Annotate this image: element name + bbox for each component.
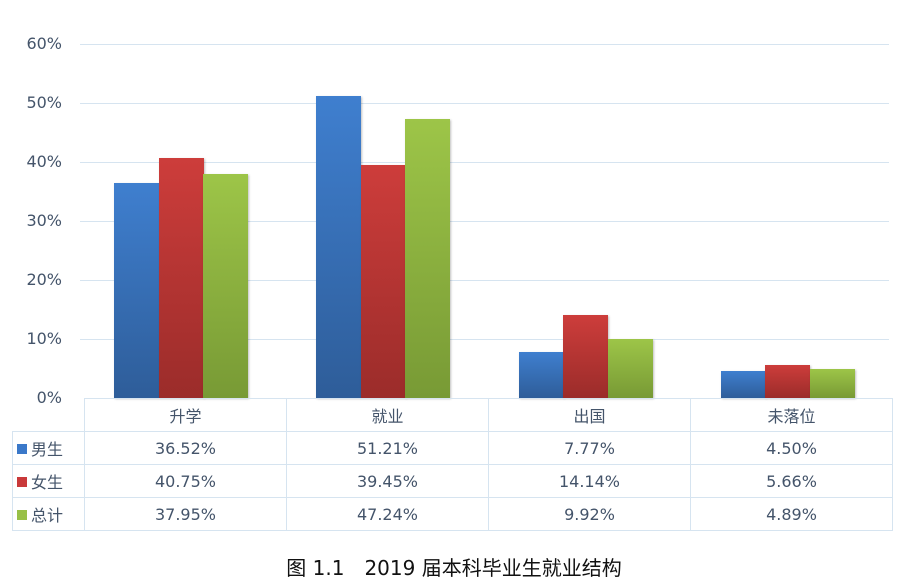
y-tick-label: 10%: [26, 329, 62, 348]
gridline: [80, 280, 889, 281]
gridline: [80, 44, 889, 45]
table-cell: 47.24%: [286, 497, 489, 531]
table-row-female: 女生 40.75% 39.45% 14.14% 5.66%: [12, 464, 893, 498]
gridline: [80, 103, 889, 104]
bar: [114, 183, 159, 398]
y-tick-label: 30%: [26, 211, 62, 230]
series-label: 女生: [31, 473, 64, 492]
bar: [608, 339, 653, 398]
table-row-male: 男生 36.52% 51.21% 7.77% 4.50%: [12, 431, 893, 465]
legend-swatch-total: [17, 510, 27, 520]
table-cell: 14.14%: [488, 464, 691, 498]
bar: [563, 315, 608, 398]
y-tick-label: 20%: [26, 270, 62, 289]
table-cell: 40.75%: [84, 464, 287, 498]
table-cell: 4.89%: [690, 497, 893, 531]
series-label: 总计: [31, 506, 64, 525]
category-header-row: 升学 就业 出国 未落位: [12, 398, 893, 432]
category-label: 就业: [286, 398, 489, 432]
bar: [721, 371, 766, 398]
table-row-total: 总计 37.95% 47.24% 9.92% 4.89%: [12, 497, 893, 531]
legend-swatch-female: [17, 477, 27, 487]
bar: [361, 165, 406, 398]
gridline: [80, 162, 889, 163]
table-cell: 9.92%: [488, 497, 691, 531]
category-label: 升学: [84, 398, 287, 432]
table-cell: 39.45%: [286, 464, 489, 498]
table-cell: 36.52%: [84, 431, 287, 465]
bar: [765, 365, 810, 398]
gridline: [80, 339, 889, 340]
table-cell: 37.95%: [84, 497, 287, 531]
series-label: 男生: [31, 440, 64, 459]
figure-caption: 图 1.1 2019 届本科毕业生就业结构: [286, 556, 622, 580]
y-tick-label: 40%: [26, 152, 62, 171]
table-cell: 5.66%: [690, 464, 893, 498]
legend-swatch-male: [17, 444, 27, 454]
y-tick-label: 60%: [26, 34, 62, 53]
bar: [203, 174, 248, 398]
category-label: 出国: [488, 398, 691, 432]
data-table: 升学 就业 出国 未落位 男生 36.52% 51.21% 7.77% 4.50…: [12, 398, 893, 531]
table-cell: 4.50%: [690, 431, 893, 465]
table-cell: 51.21%: [286, 431, 489, 465]
category-label: 未落位: [690, 398, 893, 432]
y-tick-label: 50%: [26, 93, 62, 112]
bar: [519, 352, 564, 398]
bar: [405, 119, 450, 398]
bar: [316, 96, 361, 398]
table-cell: 7.77%: [488, 431, 691, 465]
gridline: [80, 221, 889, 222]
bar: [159, 158, 204, 398]
bar: [810, 369, 855, 398]
bar-chart: 0% 10% 20% 30% 40% 50% 60% 升学 就业 出国 未落位 男生 36.…: [12, 34, 893, 531]
